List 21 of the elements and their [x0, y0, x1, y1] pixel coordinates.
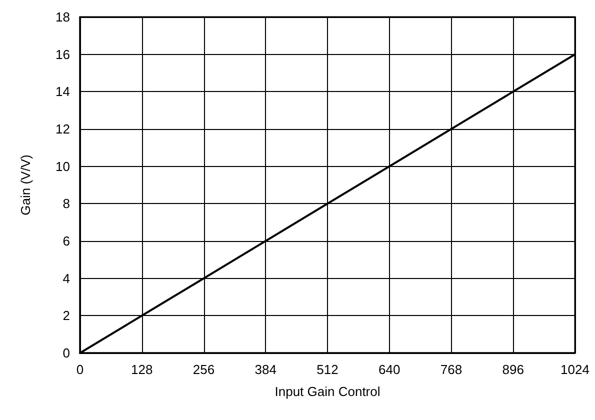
x-tick-label: 0 [76, 362, 84, 377]
x-axis-title: Input Gain Control [274, 384, 380, 399]
y-axis-title: Gain (V/V) [18, 154, 33, 216]
x-tick-label: 384 [254, 362, 276, 377]
x-tick-label: 256 [192, 362, 215, 377]
y-tick-label: 8 [62, 196, 70, 212]
y-tick-label: 10 [56, 158, 70, 174]
y-tick-label: 6 [62, 234, 70, 248]
y-tick-label: 12 [56, 122, 70, 136]
y-tick-label: 18 [56, 10, 70, 24]
x-tick-label: 640 [378, 362, 400, 377]
y-tick-label: 0 [62, 346, 70, 360]
x-tick-label: 1024 [560, 362, 590, 377]
x-tick-label: 128 [131, 362, 153, 377]
x-tick-label: 896 [502, 362, 524, 377]
y-tick-label: 16 [56, 46, 70, 62]
y-tick-label: 14 [56, 84, 70, 100]
y-tick-label: 2 [62, 308, 70, 324]
x-tick-label: 768 [440, 362, 462, 377]
y-tick-label: 4 [62, 270, 70, 286]
x-tick-label: 512 [316, 362, 338, 377]
